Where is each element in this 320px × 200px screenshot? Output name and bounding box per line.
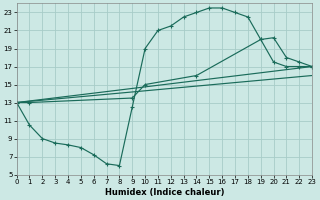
- X-axis label: Humidex (Indice chaleur): Humidex (Indice chaleur): [105, 188, 224, 197]
